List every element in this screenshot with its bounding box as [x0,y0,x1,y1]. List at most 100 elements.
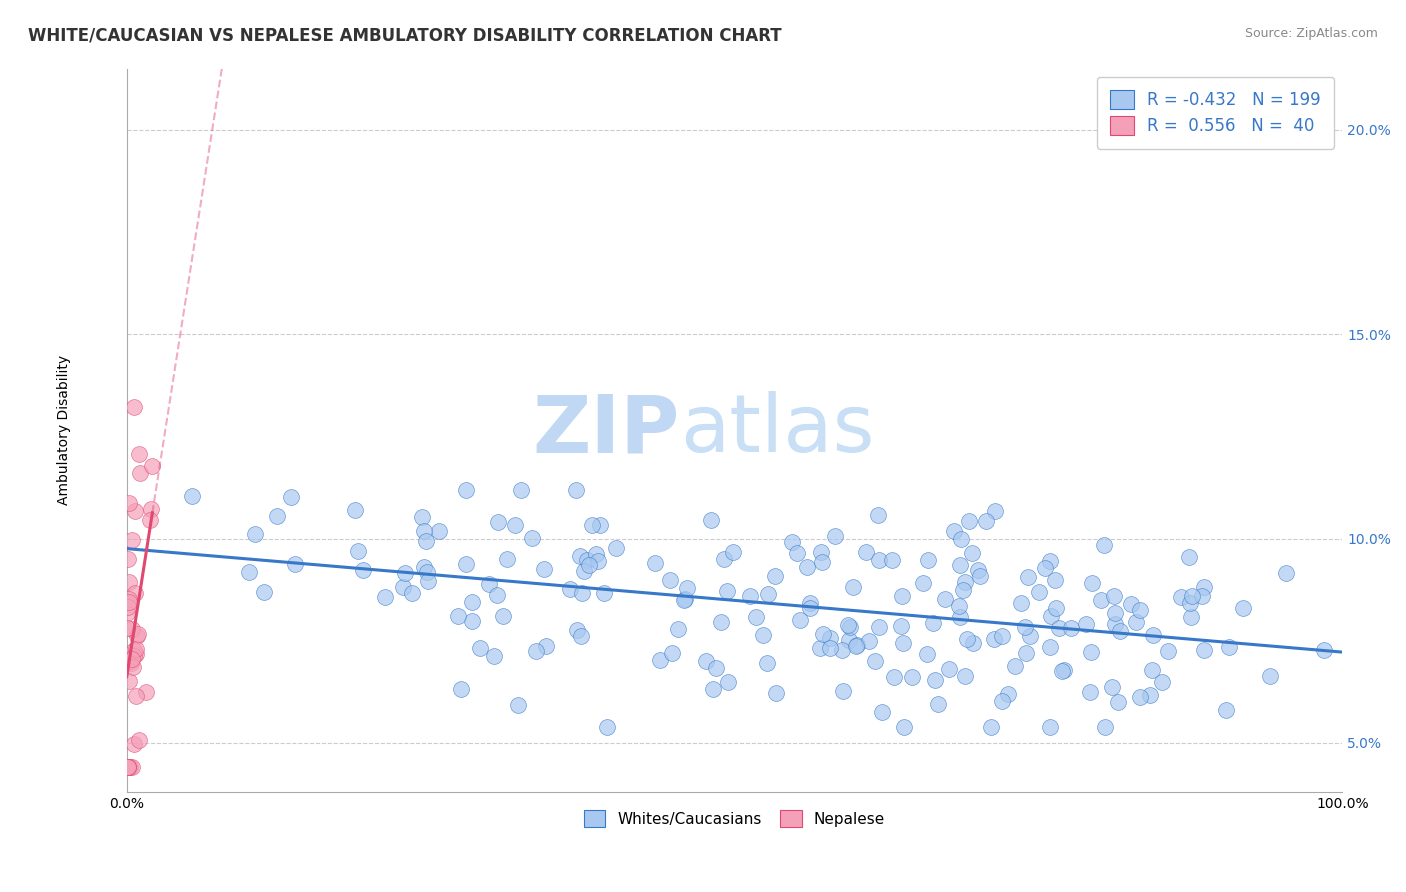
Point [1218,640,1240,655]
Point [1258,669,1281,683]
Point [717,675,740,690]
Point [605,541,627,556]
Point [139,502,162,516]
Point [125,629,148,643]
Point [569,629,592,643]
Point [863,654,886,668]
Point [401,586,423,600]
Point [1109,624,1132,638]
Point [917,552,939,566]
Point [710,615,733,630]
Point [1157,644,1180,658]
Point [740,589,762,603]
Point [124,737,146,751]
Point [121,652,143,666]
Point [842,580,865,594]
Point [135,685,157,699]
Point [983,632,1005,647]
Point [1010,596,1032,610]
Point [672,593,695,607]
Point [891,589,914,603]
Point [117,552,139,566]
Point [503,517,526,532]
Point [845,639,868,653]
Point [780,534,803,549]
Point [238,565,260,579]
Point [915,647,938,661]
Point [117,599,139,614]
Point [121,533,143,547]
Point [1194,643,1216,657]
Point [870,705,893,719]
Point [266,508,288,523]
Point [1150,674,1173,689]
Point [280,491,302,505]
Point [509,483,531,497]
Text: WHITE/CAUCASIAN VS NEPALESE AMBULATORY DISABILITY CORRELATION CHART: WHITE/CAUCASIAN VS NEPALESE AMBULATORY D… [28,27,782,45]
Point [984,504,1007,518]
Point [1015,646,1038,660]
Point [1107,695,1129,709]
Point [1129,603,1152,617]
Point [1178,596,1201,610]
Point [1125,615,1147,630]
Point [1104,617,1126,632]
Point [122,643,145,657]
Point [962,636,984,650]
Point [117,760,139,774]
Point [974,514,997,528]
Point [1181,589,1204,603]
Point [949,533,972,547]
Point [1078,685,1101,699]
Point [1142,663,1164,677]
Point [411,509,433,524]
Point [756,587,779,601]
Point [117,760,139,774]
Point [789,613,811,627]
Point [243,527,266,541]
Point [416,565,439,579]
Point [344,503,367,517]
Point [1080,645,1102,659]
Point [118,496,141,510]
Point [943,524,966,538]
Point [1039,609,1062,624]
Point [1028,584,1050,599]
Point [755,656,778,670]
Point [125,647,148,661]
Point [704,661,727,675]
Point [461,614,484,628]
Point [763,569,786,583]
Y-axis label: Ambulatory Disability: Ambulatory Disability [58,355,72,505]
Point [953,575,976,590]
Point [128,733,150,747]
Point [960,546,983,560]
Point [901,670,924,684]
Point [799,601,821,615]
Point [374,590,396,604]
Point [1215,703,1237,717]
Point [890,619,912,633]
Point [721,545,744,559]
Point [893,636,915,650]
Text: ZIP: ZIP [533,392,679,469]
Point [948,599,970,614]
Point [115,621,138,635]
Point [536,639,558,653]
Point [575,553,598,567]
Point [352,563,374,577]
Point [716,583,738,598]
Point [118,592,141,607]
Point [596,720,619,734]
Point [957,514,980,528]
Point [1191,589,1213,603]
Point [456,483,478,497]
Point [520,531,543,545]
Point [120,657,142,671]
Point [1129,690,1152,704]
Point [1039,640,1062,654]
Point [810,556,832,570]
Point [1092,538,1115,552]
Point [752,628,775,642]
Point [1142,628,1164,642]
